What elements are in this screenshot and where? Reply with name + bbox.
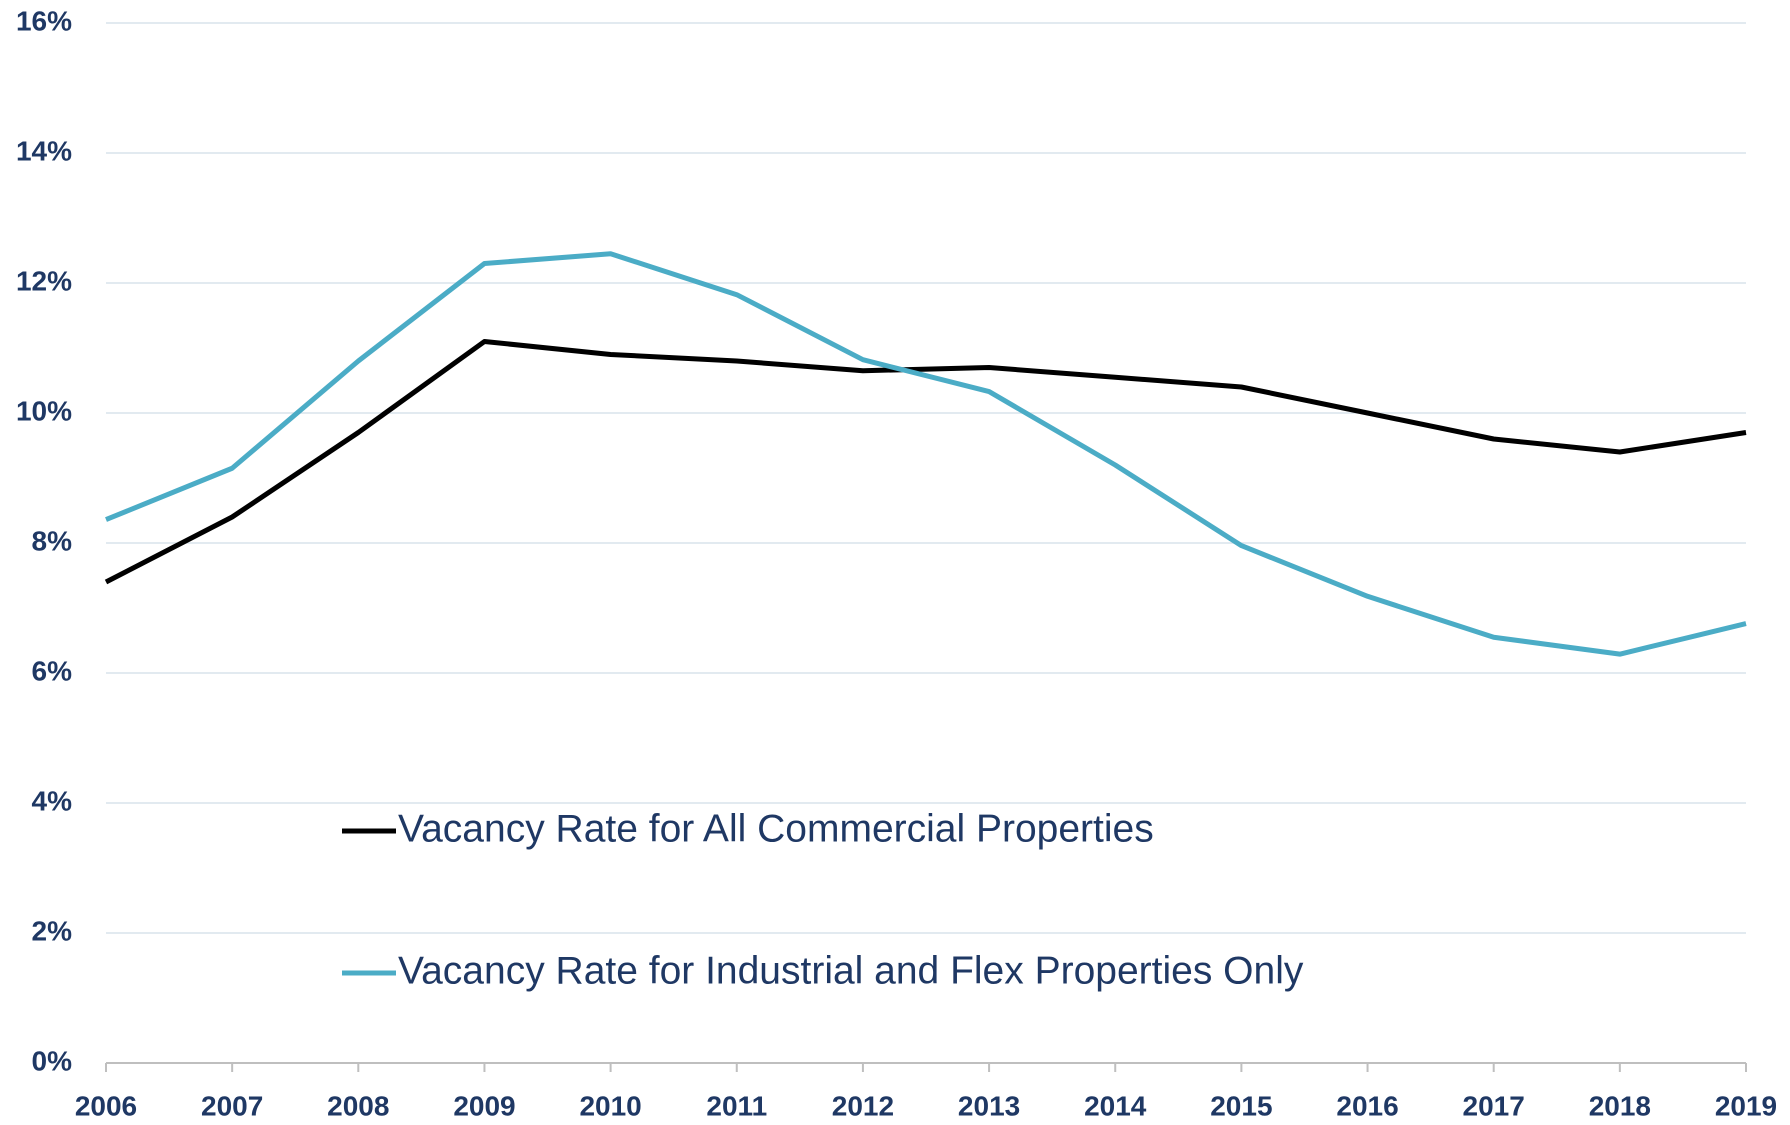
legend-label: Vacancy Rate for Industrial and Flex Pro…	[398, 949, 1304, 992]
x-tick-label: 2007	[201, 1090, 263, 1121]
x-tick-label: 2006	[75, 1090, 137, 1121]
x-tick-label: 2012	[832, 1090, 894, 1121]
x-tick-label: 2010	[579, 1090, 641, 1121]
x-tick-label: 2009	[453, 1090, 515, 1121]
y-tick-label: 2%	[32, 915, 73, 946]
series-line	[105, 251, 1747, 657]
x-tick-label: 2014	[1084, 1090, 1147, 1121]
y-tick-label: 0%	[32, 1045, 73, 1076]
x-tick-label: 2015	[1210, 1090, 1272, 1121]
y-tick-label: 14%	[16, 135, 72, 166]
y-tick-label: 4%	[32, 785, 73, 816]
y-tick-label: 6%	[32, 655, 73, 686]
legend-label: Vacancy Rate for All Commercial Properti…	[398, 807, 1154, 850]
x-tick-label: 2016	[1336, 1090, 1398, 1121]
x-tick-label: 2011	[706, 1090, 767, 1121]
x-tick-label: 2008	[327, 1090, 389, 1121]
x-tick-label: 2019	[1715, 1090, 1777, 1121]
y-tick-label: 12%	[16, 265, 72, 296]
y-tick-label: 10%	[16, 395, 72, 426]
x-tick-label: 2017	[1463, 1090, 1525, 1121]
y-tick-label: 16%	[16, 5, 72, 36]
x-tick-label: 2013	[958, 1090, 1020, 1121]
y-tick-label: 8%	[32, 525, 73, 556]
x-tick-label: 2018	[1589, 1090, 1651, 1121]
series-line	[104, 339, 1747, 585]
